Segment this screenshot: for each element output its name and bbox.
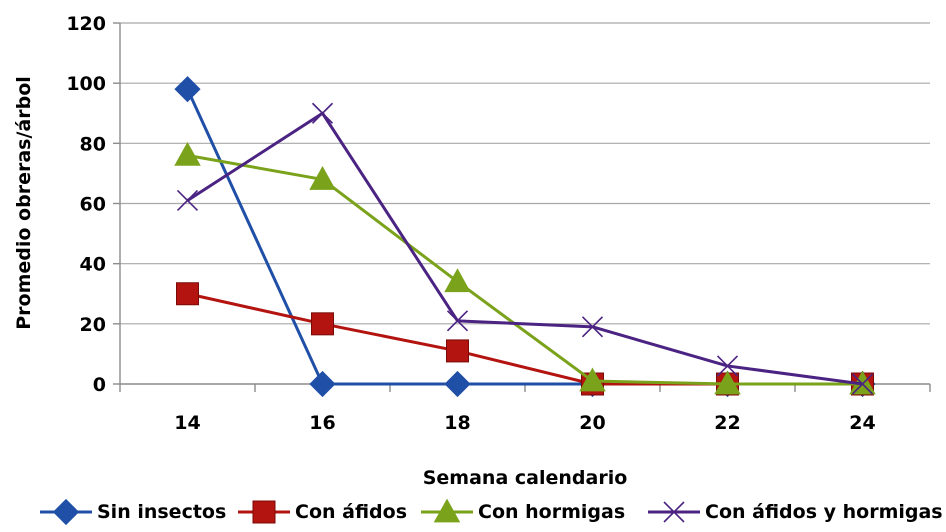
data-point (716, 355, 739, 377)
data-point (714, 370, 741, 395)
legend-label: Con hormigas (478, 501, 625, 523)
series-line (187, 153, 863, 386)
data-point (174, 76, 201, 103)
axes (113, 22, 931, 392)
data-point (579, 367, 606, 392)
data-point (174, 141, 201, 166)
x-tick-label: 18 (444, 412, 470, 434)
data-point (444, 268, 471, 293)
series-line (186, 111, 863, 386)
legend: Sin insectos Con áfidos Con hormigas Con áf… (40, 498, 943, 526)
x-tick-label: 20 (579, 412, 605, 434)
data-point (176, 282, 199, 306)
x-axis-title: Semana calendario (423, 467, 628, 489)
x-tick-labels: 14 16 18 20 22 24 (174, 412, 875, 434)
y-tick-label: 60 (80, 194, 106, 216)
legend-entry-1: Sin insectos (40, 498, 226, 526)
y-tick-labels: 0 20 40 60 80 100 120 (66, 13, 106, 396)
series-group (174, 76, 876, 398)
data-point (446, 310, 469, 332)
data-point (851, 373, 874, 395)
legend-label: Con áfidos y hormigas (705, 501, 943, 523)
legend-marker (52, 498, 80, 526)
legend-entry-2: Con áfidos (238, 500, 407, 524)
y-tick-label: 100 (66, 73, 106, 95)
legend-entry-4: Con áfidos y hormigas (648, 501, 943, 523)
x-tick-label: 22 (714, 412, 740, 434)
data-point (176, 189, 199, 212)
y-axis-title: Promedio obreras/árbol (13, 76, 35, 330)
data-point (309, 370, 336, 398)
data-point (446, 339, 469, 363)
series-4 (176, 102, 874, 395)
legend-marker (663, 501, 685, 523)
data-point (444, 370, 471, 398)
x-tick-label: 16 (309, 412, 335, 434)
legend-label: Sin insectos (97, 501, 226, 523)
y-tick-label: 20 (80, 314, 106, 336)
data-point (311, 102, 334, 124)
gridlines (120, 22, 930, 325)
series-2 (176, 282, 874, 396)
y-tick-label: 0 (93, 374, 106, 396)
y-tick-label: 40 (80, 254, 106, 276)
data-point (311, 312, 334, 336)
y-tick-label: 120 (66, 13, 106, 35)
y-tick-label: 80 (80, 133, 106, 155)
data-point (309, 166, 336, 190)
series-3 (174, 141, 876, 395)
legend-label: Con áfidos (295, 501, 407, 523)
x-tick-label: 24 (849, 412, 875, 434)
series-1 (174, 76, 876, 398)
legend-entry-3: Con hormigas (421, 498, 625, 523)
legend-marker (433, 498, 461, 523)
legend-marker (252, 500, 276, 524)
data-point (581, 316, 604, 338)
x-tick-label: 14 (174, 412, 200, 434)
